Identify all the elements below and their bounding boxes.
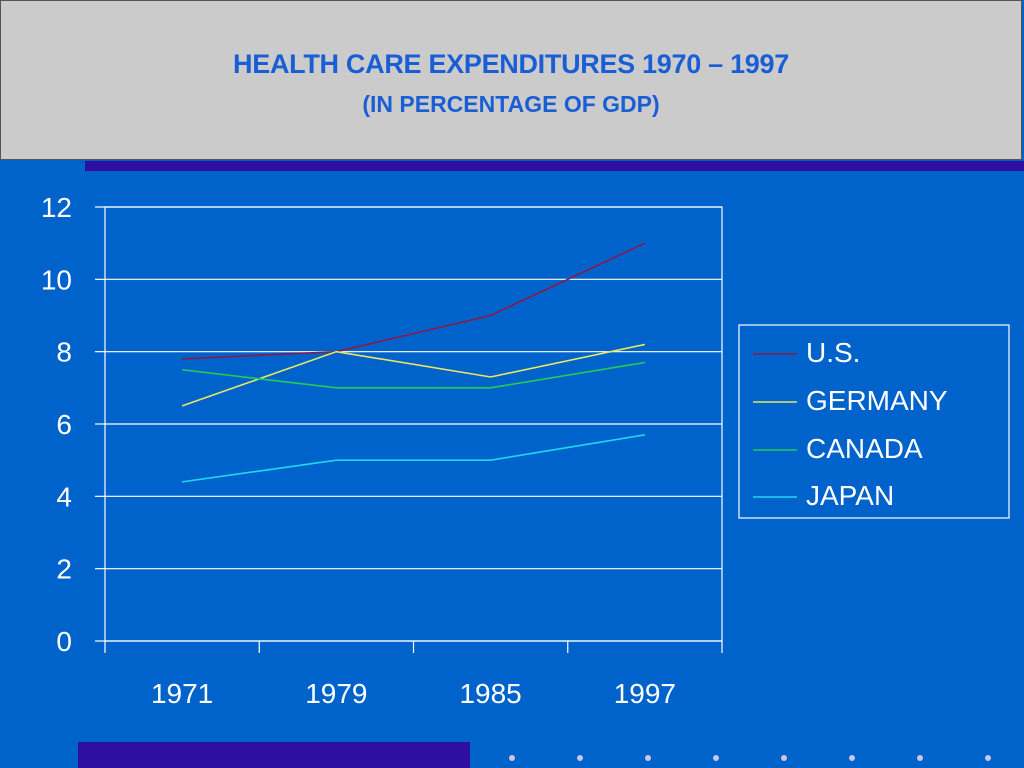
slide-subtitle: (IN PERCENTAGE OF GDP) xyxy=(362,91,660,117)
legend-box xyxy=(738,324,1010,519)
legend-entry: GERMANY xyxy=(806,385,948,416)
x-tick-label: 1979 xyxy=(305,678,367,709)
series-line-u-s xyxy=(182,242,646,360)
title-box: HEALTH CARE EXPENDITURES 1970 – 1997 (IN… xyxy=(0,0,1022,160)
decorative-dot xyxy=(577,755,583,761)
x-tick-label: 1997 xyxy=(614,678,676,709)
x-tick-label: 1985 xyxy=(459,678,521,709)
y-tick-label: 0 xyxy=(56,626,72,657)
top-accent-band xyxy=(85,161,1024,171)
decorative-dot xyxy=(645,755,651,761)
y-tick-label: 10 xyxy=(41,264,72,295)
decorative-dot xyxy=(849,755,855,761)
decorative-dot xyxy=(917,755,923,761)
y-tick-label: 2 xyxy=(56,554,72,585)
legend-entry: CANADA xyxy=(806,433,923,464)
y-tick-label: 6 xyxy=(56,409,72,440)
y-tick-label: 8 xyxy=(56,337,72,368)
legend-entry: JAPAN xyxy=(806,480,895,511)
series-line-canada xyxy=(182,361,646,389)
bottom-accent-band xyxy=(78,742,470,768)
decorative-dot xyxy=(509,755,515,761)
y-tick-label: 12 xyxy=(41,192,72,223)
legend-entry: U.S. xyxy=(806,337,861,368)
decorative-dot xyxy=(781,755,787,761)
series-line-germany xyxy=(181,343,646,407)
slide-title: HEALTH CARE EXPENDITURES 1970 – 1997 xyxy=(233,49,789,79)
x-tick-label: 1971 xyxy=(151,678,213,709)
y-tick-label: 4 xyxy=(56,481,72,512)
decorative-dot xyxy=(713,755,719,761)
decorative-dot xyxy=(985,755,991,761)
series-line-japan xyxy=(182,434,646,483)
